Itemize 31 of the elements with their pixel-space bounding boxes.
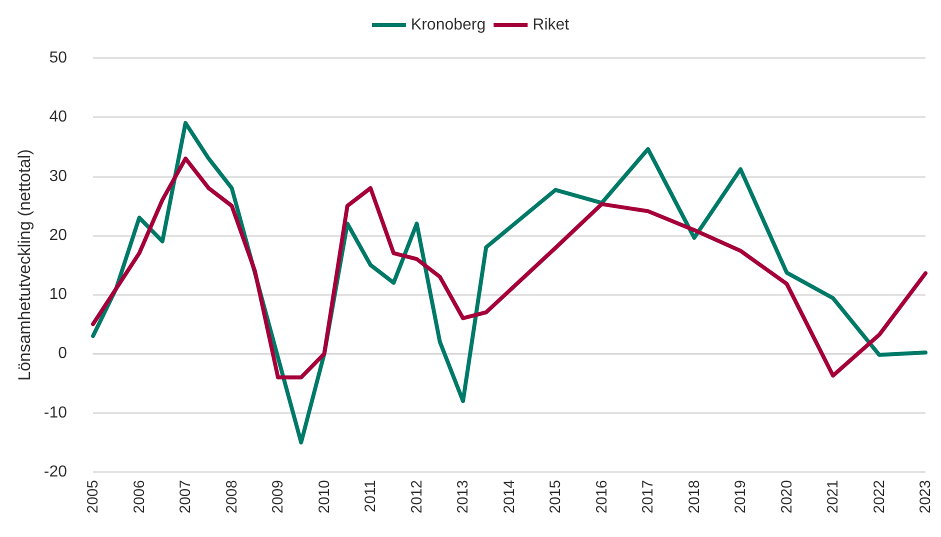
x-tick-label: 2007 bbox=[177, 480, 194, 514]
x-tick-label: 2020 bbox=[778, 480, 796, 514]
y-tick-label: 30 bbox=[49, 168, 68, 185]
x-tick-label: 2010 bbox=[316, 480, 333, 514]
x-tick-label: 2011 bbox=[362, 480, 380, 512]
y-tick-label: -10 bbox=[44, 404, 68, 422]
x-tick-label: 2016 bbox=[593, 480, 610, 514]
y-tick-label: 0 bbox=[58, 345, 68, 362]
x-tick-label: 2022 bbox=[870, 480, 888, 514]
legend-label: Kronoberg bbox=[410, 16, 486, 34]
x-tick-label: 2012 bbox=[408, 480, 426, 514]
x-tick-label: 2015 bbox=[547, 480, 564, 514]
x-tick-label: 2023 bbox=[917, 480, 934, 514]
x-tick-label: 2019 bbox=[732, 480, 750, 514]
x-tick-label: 2005 bbox=[84, 480, 102, 514]
y-tick-label: 20 bbox=[49, 226, 68, 244]
x-tick-label: 2014 bbox=[500, 480, 518, 514]
y-axis-title: Lönsamhetutveckling (nettotal) bbox=[15, 149, 34, 381]
x-tick-label: 2008 bbox=[223, 480, 240, 514]
x-tick-label: 2017 bbox=[640, 480, 657, 514]
x-tick-label: 2013 bbox=[454, 480, 472, 514]
line-series bbox=[91, 156, 928, 380]
y-tick-label: 40 bbox=[49, 108, 68, 126]
legend-label: Riket bbox=[532, 16, 570, 34]
x-tick-label: 2006 bbox=[130, 480, 148, 514]
y-tick-label: 10 bbox=[49, 286, 68, 304]
x-tick-label: 2018 bbox=[686, 480, 703, 514]
x-tick-label: 2009 bbox=[270, 480, 287, 514]
y-tick-label: 50 bbox=[49, 50, 68, 66]
y-tick-label: -20 bbox=[44, 464, 68, 480]
x-tick-label: 2021 bbox=[824, 480, 842, 514]
